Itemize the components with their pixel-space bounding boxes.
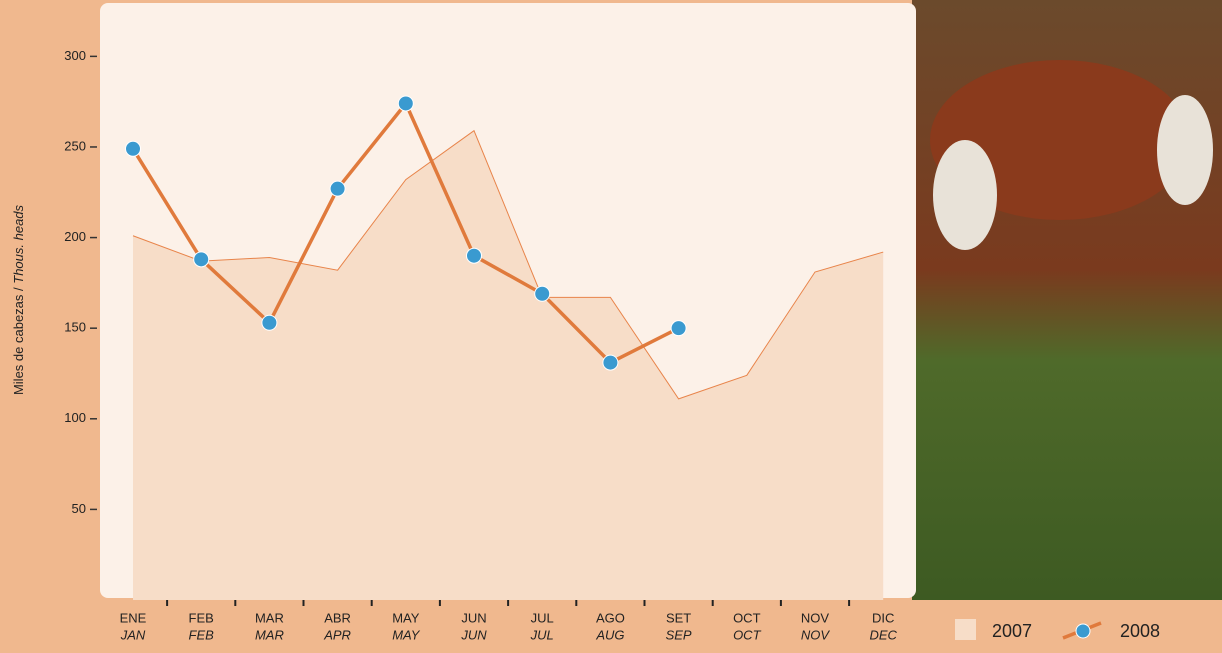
x-tick-label: FEB — [189, 610, 214, 625]
photo-cow-face — [1157, 95, 1213, 205]
legend-swatch-2007 — [955, 619, 976, 640]
x-tick-label-en: JAN — [120, 627, 146, 642]
x-tick-label-en: MAY — [392, 627, 421, 642]
marker-2008 — [466, 247, 482, 264]
marker-2008 — [329, 180, 346, 197]
x-tick-label: DIC — [872, 610, 894, 625]
legend-marker-2008 — [1075, 623, 1091, 639]
x-tick-label-en: JUL — [530, 627, 554, 642]
marker-2008 — [534, 285, 551, 302]
y-axis-title: Miles de cabezas / Thous. heads — [11, 204, 26, 395]
x-tick-label: ENE — [120, 610, 147, 625]
area-2007-outline — [132, 129, 884, 400]
x-tick-label-en: AUG — [595, 627, 624, 642]
marker-2008 — [602, 354, 619, 371]
x-tick-label: NOV — [801, 610, 830, 625]
x-tick-label-en: APR — [323, 627, 351, 642]
x-tick-label: ABR — [324, 610, 351, 625]
y-tick-label: 50 — [72, 501, 86, 516]
marker-2008 — [193, 251, 210, 268]
marker-2008 — [125, 140, 141, 157]
x-tick-label: AGO — [596, 610, 625, 625]
y-tick-label: 250 — [64, 138, 86, 153]
y-tick-label: 200 — [64, 229, 86, 244]
x-tick-label-en: FEB — [189, 627, 215, 642]
marker-2008 — [261, 314, 278, 331]
x-tick-label: JUN — [461, 610, 486, 625]
y-tick-label: 300 — [64, 48, 86, 63]
x-tick-label: JUL — [531, 610, 554, 625]
x-tick-label-en: OCT — [733, 627, 762, 642]
marker-2008 — [397, 95, 414, 112]
x-tick-label-en: NOV — [801, 627, 831, 642]
photo-cow-face — [933, 140, 997, 250]
legend-label: 2007 — [992, 621, 1032, 641]
y-axis-title-en: Thous. heads — [11, 204, 26, 283]
x-tick-label-en: DEC — [869, 627, 897, 642]
x-tick-label-en: SEP — [666, 627, 692, 642]
x-tick-label: SET — [666, 610, 691, 625]
x-tick-label: OCT — [733, 610, 761, 625]
x-tick-label-en: MAR — [255, 627, 284, 642]
x-tick-label: MAY — [392, 610, 420, 625]
x-tick-label: MAR — [255, 610, 284, 625]
y-axis-title-es: Miles de cabezas / — [11, 284, 26, 395]
x-tick-label-en: JUN — [460, 627, 487, 642]
y-tick-label: 150 — [64, 320, 86, 335]
area-2007 — [133, 130, 884, 601]
y-tick-label: 100 — [64, 410, 86, 425]
legend-label: 2008 — [1120, 621, 1160, 641]
marker-2008 — [670, 320, 687, 337]
